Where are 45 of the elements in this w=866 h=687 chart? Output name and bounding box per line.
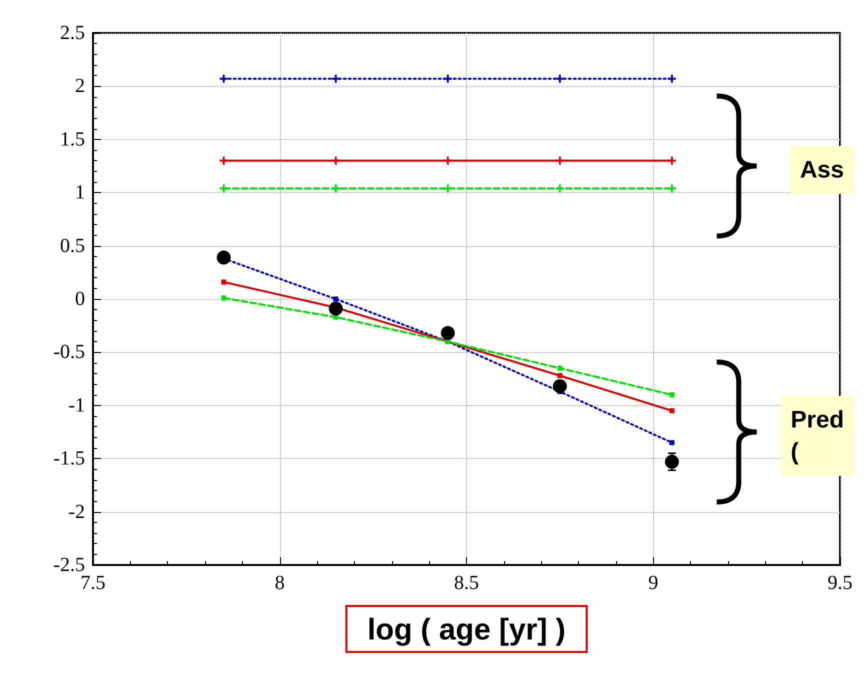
annotation: Pred (: [790, 406, 844, 466]
point: [221, 295, 226, 300]
point: [440, 326, 455, 340]
point: [556, 74, 564, 83]
point: [332, 184, 340, 192]
point: [221, 279, 226, 284]
point: [552, 379, 567, 394]
point: [220, 74, 228, 83]
point: [216, 250, 231, 264]
point: [669, 440, 674, 446]
point: [556, 184, 564, 192]
x-tick-label: 9.5: [828, 572, 852, 594]
point: [328, 302, 343, 316]
point: [220, 156, 228, 165]
y-tick-label: 0.5: [60, 234, 85, 257]
point: [332, 156, 340, 165]
point: [668, 74, 676, 83]
point: [664, 454, 679, 469]
x-tick-label: 8.5: [454, 572, 479, 594]
x-tick-label: 9: [648, 572, 658, 594]
point: [444, 156, 452, 165]
point: [557, 366, 562, 371]
y-tick-label: -1.5: [53, 448, 85, 470]
point: [668, 156, 676, 165]
y-tick-label: 0: [75, 288, 85, 310]
y-tick-label: -2: [68, 500, 85, 523]
annotation: Ass: [800, 156, 844, 184]
point: [444, 74, 452, 83]
point: [220, 184, 228, 192]
point: [444, 184, 452, 192]
x-axis-title: log ( age [yr] ): [367, 614, 566, 646]
point: [333, 296, 338, 302]
y-tick-label: 1.5: [60, 128, 85, 150]
y-tick-label: 1: [75, 182, 85, 204]
y-tick-label: -1: [68, 394, 85, 416]
point: [668, 184, 676, 192]
y-tick-label: -0.5: [53, 341, 85, 364]
point: [332, 74, 340, 83]
y-tick-label: 2.5: [60, 22, 85, 44]
point: [669, 408, 674, 414]
y-tick-label: 2: [75, 75, 85, 98]
x-tick-label: 8: [274, 572, 285, 594]
point: [557, 373, 562, 378]
point: [669, 392, 674, 398]
point: [556, 156, 564, 165]
